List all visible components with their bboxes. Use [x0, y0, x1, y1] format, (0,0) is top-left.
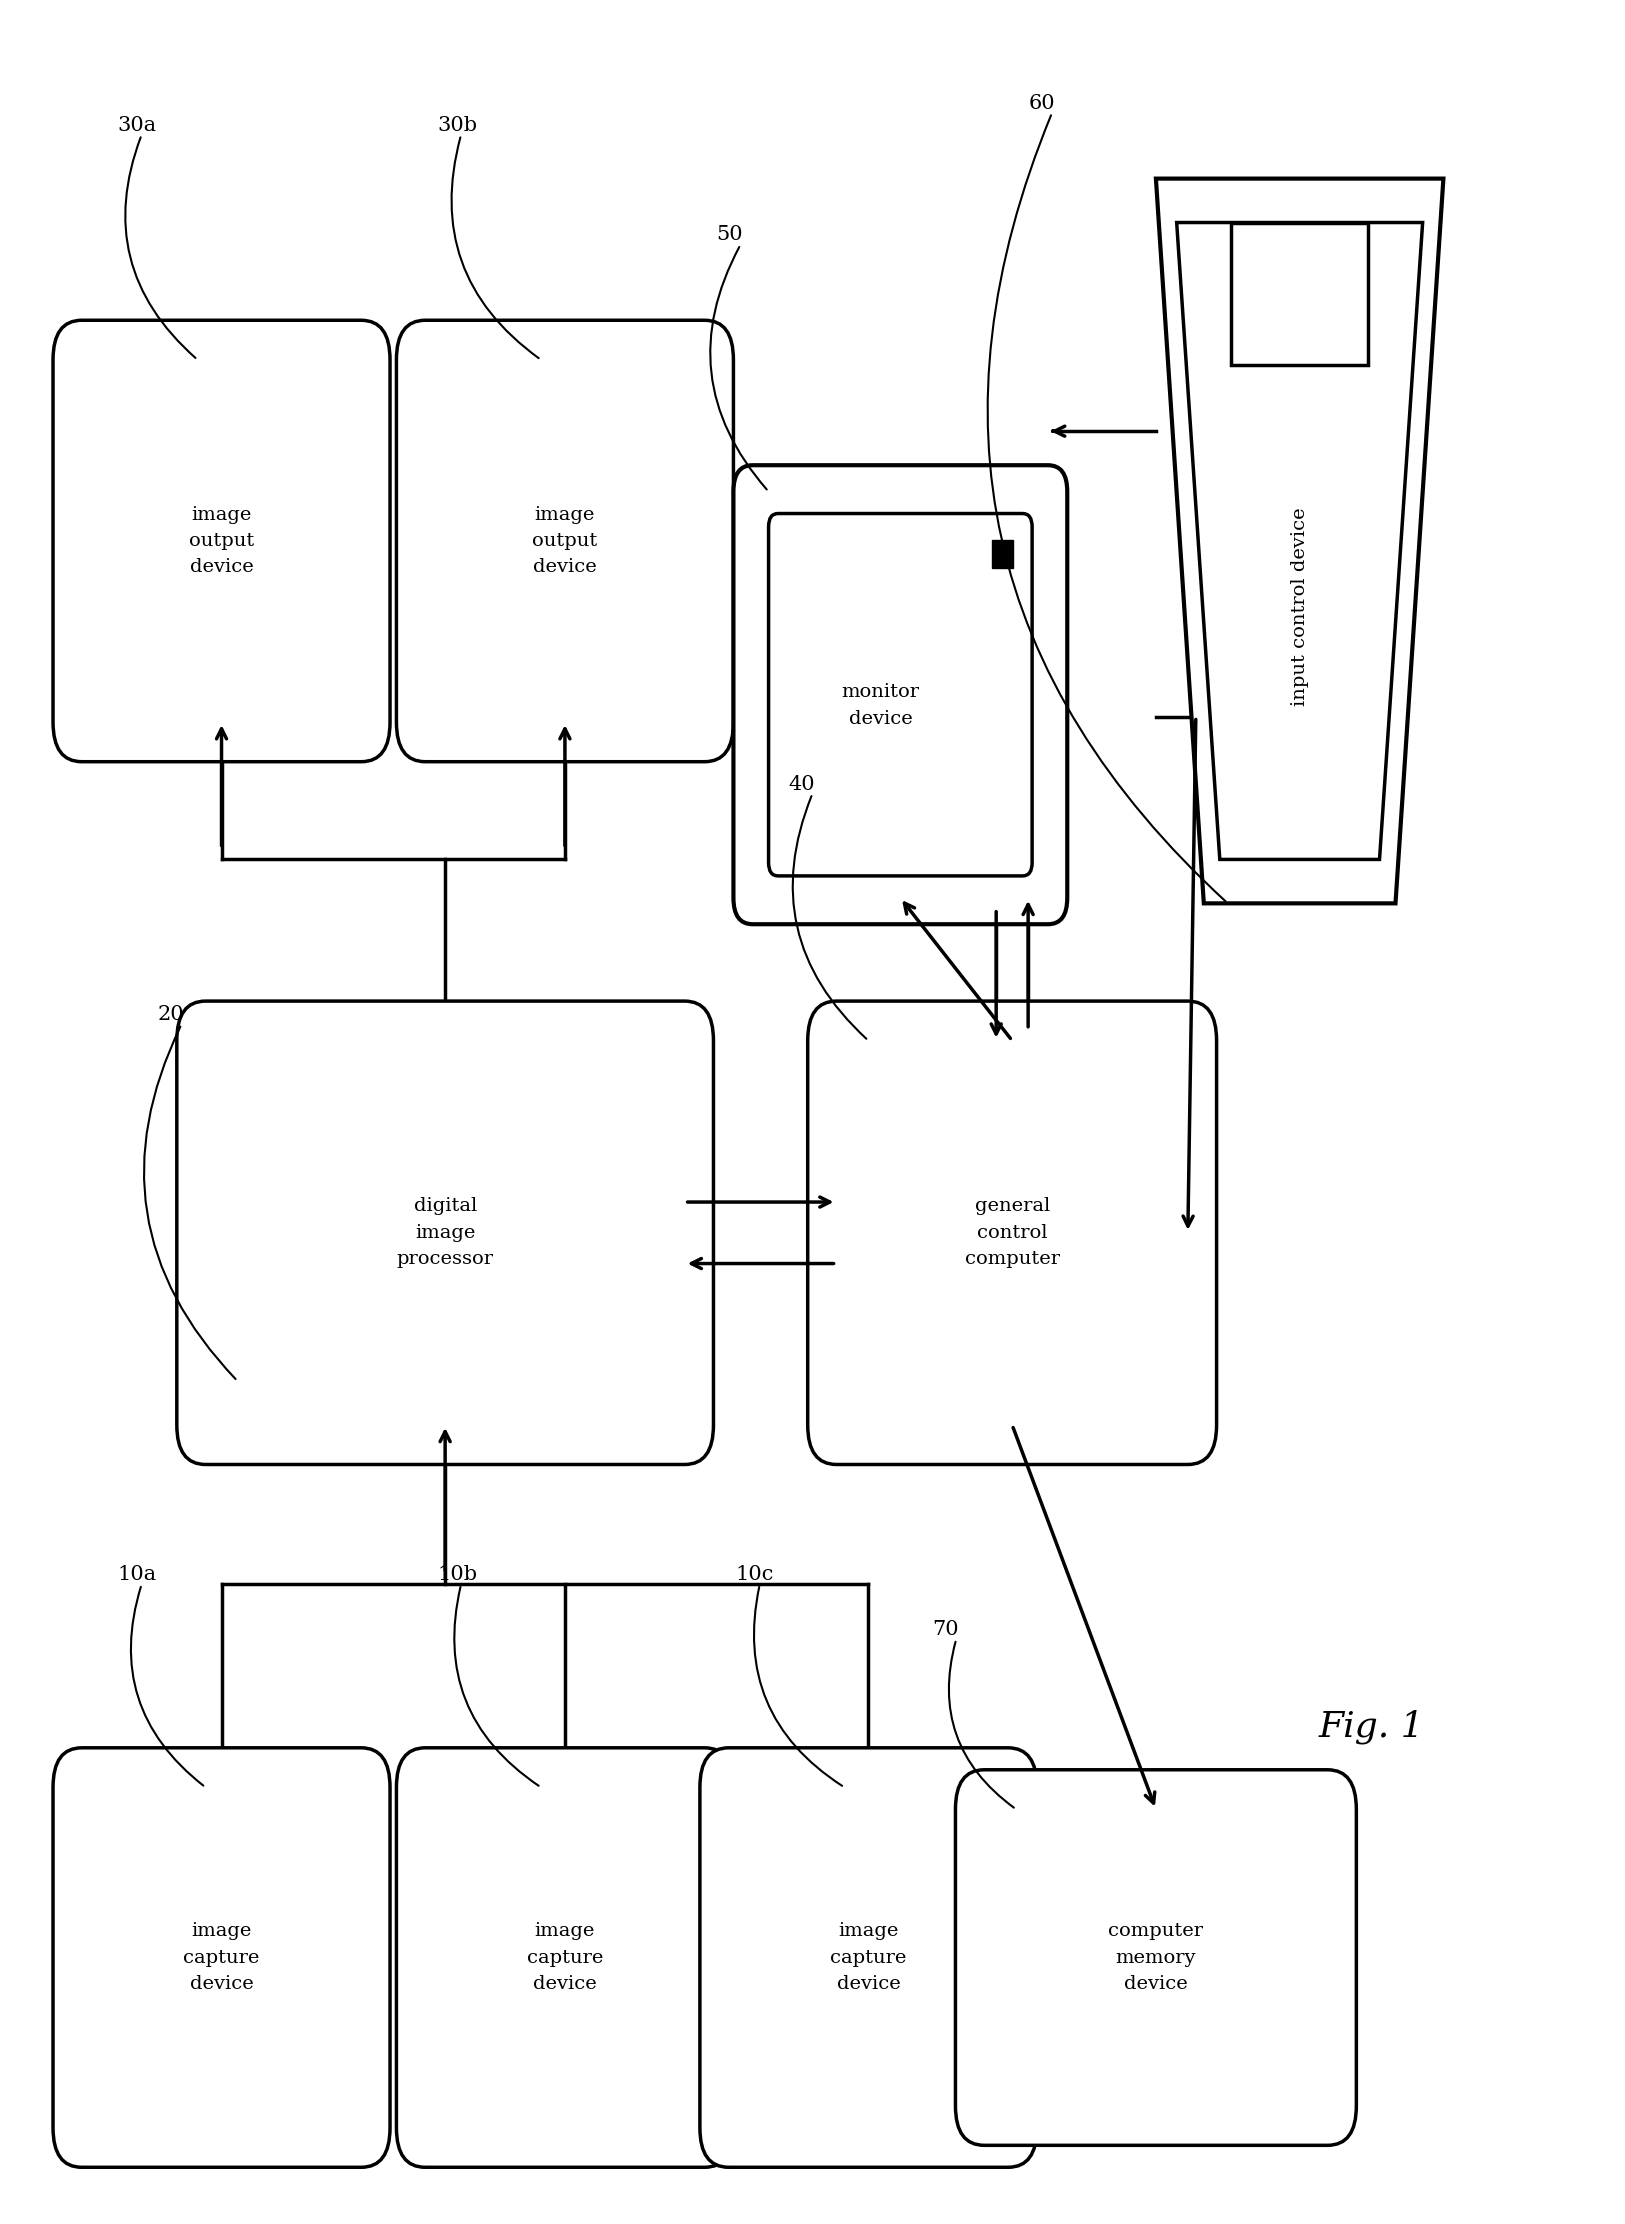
Text: image
output
device: image output device [188, 505, 254, 576]
Text: 20: 20 [158, 1005, 184, 1023]
Text: image
output
device: image output device [533, 505, 598, 576]
Text: Fig. 1: Fig. 1 [1318, 1710, 1425, 1744]
FancyBboxPatch shape [956, 1770, 1357, 2146]
Polygon shape [1232, 222, 1368, 365]
Polygon shape [1176, 222, 1422, 858]
Text: 50: 50 [717, 225, 743, 245]
FancyBboxPatch shape [808, 1001, 1217, 1463]
Text: computer
memory
device: computer memory device [1108, 1922, 1204, 1993]
Text: 70: 70 [933, 1619, 959, 1639]
Text: 40: 40 [788, 774, 816, 794]
Polygon shape [1155, 178, 1443, 903]
Text: 10a: 10a [117, 1566, 158, 1583]
Text: image
capture
device: image capture device [526, 1922, 603, 1993]
Bar [993, 540, 1012, 569]
Text: digital
image
processor: digital image processor [396, 1197, 494, 1268]
FancyBboxPatch shape [700, 1748, 1037, 2166]
Text: general
control
computer: general control computer [965, 1197, 1060, 1268]
FancyBboxPatch shape [396, 1748, 733, 2166]
Text: input control device: input control device [1290, 507, 1308, 707]
Text: 60: 60 [1029, 93, 1055, 113]
FancyBboxPatch shape [54, 1748, 390, 2166]
Text: image
capture
device: image capture device [830, 1922, 907, 1993]
Text: monitor
device: monitor device [842, 683, 920, 727]
Text: 30b: 30b [437, 116, 478, 136]
FancyBboxPatch shape [177, 1001, 713, 1463]
Text: 10b: 10b [437, 1566, 478, 1583]
FancyBboxPatch shape [396, 320, 733, 761]
Text: image
capture
device: image capture device [184, 1922, 260, 1993]
FancyBboxPatch shape [54, 320, 390, 761]
Text: 30a: 30a [117, 116, 158, 136]
FancyBboxPatch shape [769, 514, 1032, 876]
FancyBboxPatch shape [733, 465, 1068, 925]
Text: 10c: 10c [736, 1566, 774, 1583]
